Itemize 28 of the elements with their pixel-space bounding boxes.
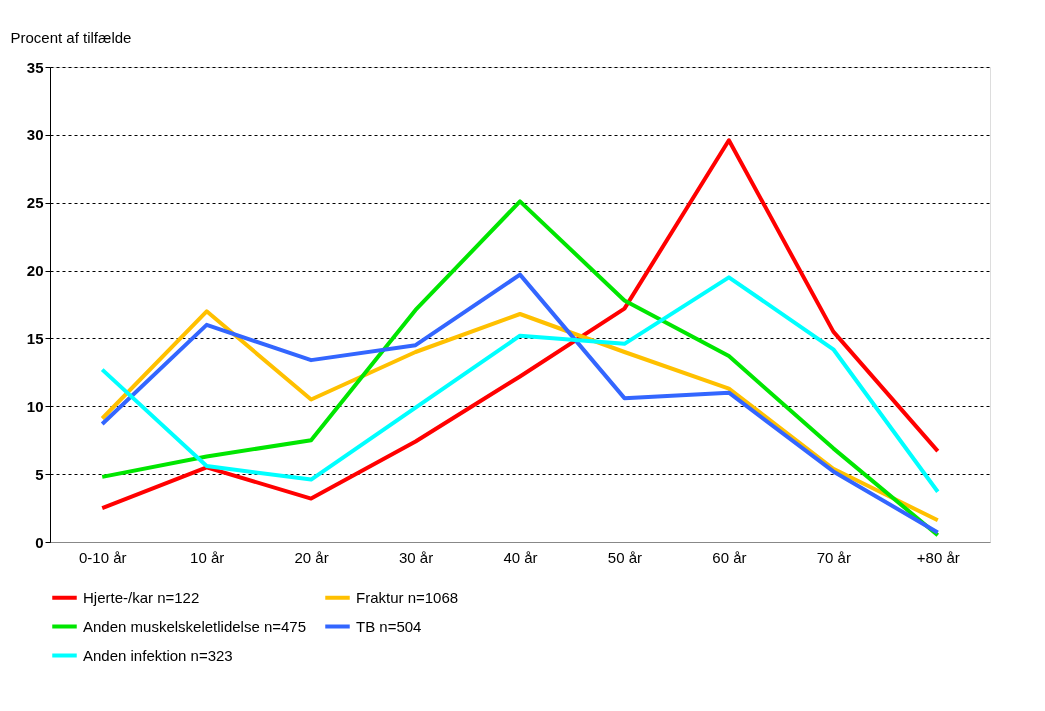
x-tick-label: 30 år	[398, 548, 434, 566]
line-series	[100, 272, 940, 535]
y-tick-label: 30	[26, 126, 44, 144]
legend-label: TB n=504	[356, 617, 422, 635]
x-tick-label: 70 år	[816, 548, 851, 566]
y-axis-title: Procent af tilfælde	[10, 28, 132, 46]
line-series	[100, 309, 940, 523]
y-tick-label: 5	[35, 465, 44, 483]
legend-label: Anden muskelskeletlidelse n=475	[83, 617, 307, 635]
y-tick-label: 0	[35, 533, 44, 551]
y-tick-label: 10	[26, 397, 44, 415]
legend-label: Anden infektion n=323	[83, 646, 233, 664]
line-series	[100, 138, 940, 511]
x-tick-label: 0-10 år	[78, 548, 127, 566]
x-tick-label: 10 år	[190, 548, 225, 566]
x-tick-label: 20 år	[294, 548, 329, 566]
line-series	[100, 275, 940, 494]
y-tick-label: 35	[26, 58, 44, 76]
y-tick-label: 20	[26, 262, 44, 280]
legend-label: Fraktur n=1068	[356, 588, 459, 606]
y-tick-label: 25	[26, 194, 44, 212]
x-tick-label: 50 år	[607, 548, 643, 566]
legend-label: Hjerte-/kar n=122	[83, 588, 200, 606]
x-tick-label: +80 år	[916, 548, 960, 566]
line-series	[100, 199, 940, 538]
x-tick-label: 60 år	[712, 548, 747, 566]
y-tick-label: 15	[26, 329, 44, 347]
x-tick-label: 40 år	[503, 548, 538, 566]
